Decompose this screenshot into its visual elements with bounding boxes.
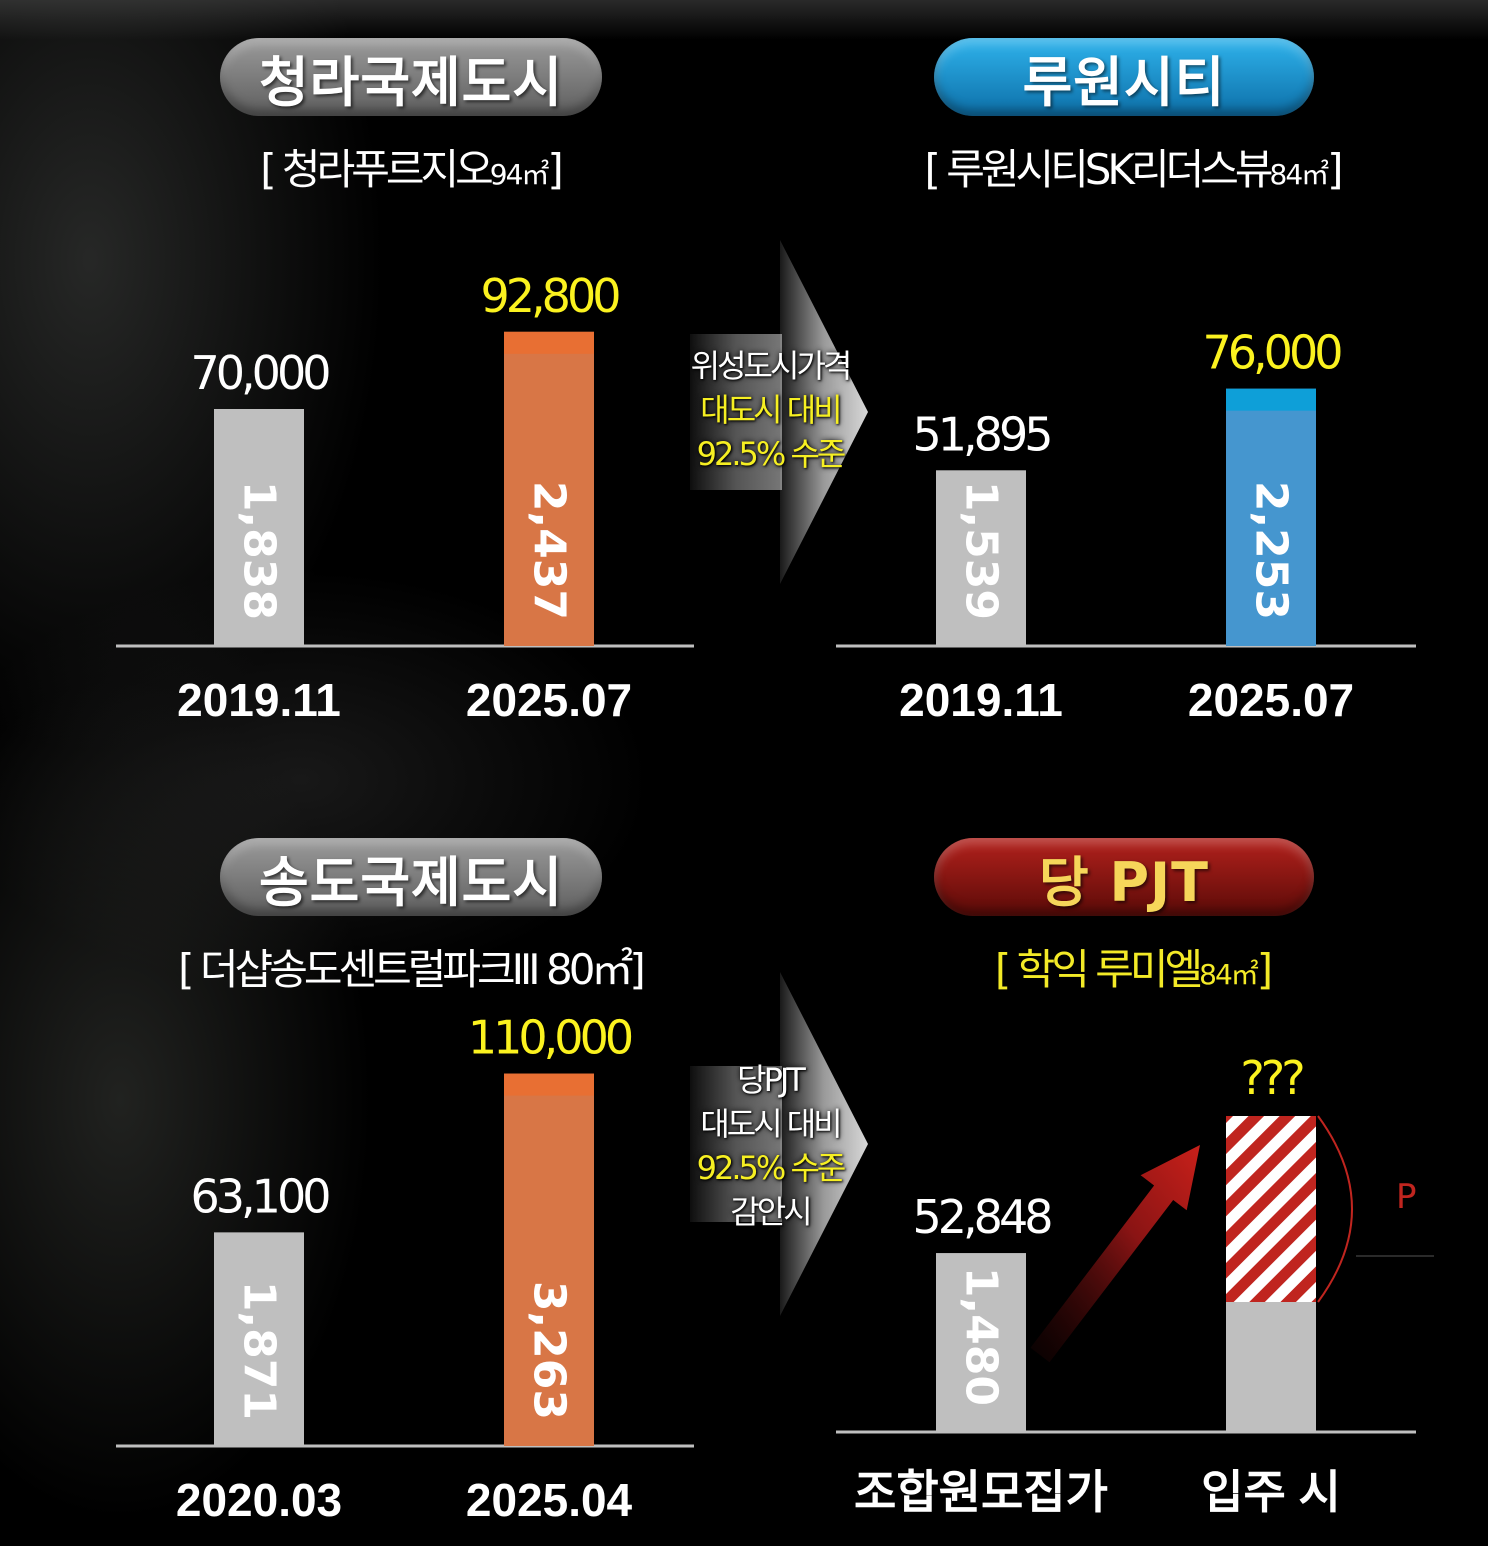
bar-inner-label: 1,539 — [956, 481, 1007, 620]
x-tick-label: 2025.07 — [466, 674, 632, 726]
panel-title-cheongna: 청라국제도시 — [220, 38, 602, 116]
x-tick-label: 2019.11 — [899, 674, 1063, 726]
panel-title-project: 당 PJT — [934, 838, 1314, 916]
bar-value-label: 52,848 — [913, 1190, 1052, 1244]
panel-subtitle-luwon: [ 루원시티SK리더스뷰84㎡] — [924, 145, 1343, 194]
bar — [1226, 388, 1316, 646]
bar-inner-label: 1,838 — [234, 481, 285, 620]
comparison-arrow — [780, 240, 868, 584]
comparison-note-line: 92.5% 수준 — [696, 1149, 847, 1187]
comparison-note-line: 당PJT — [737, 1061, 806, 1099]
bar-value-label: 110,000 — [468, 1011, 632, 1065]
comparison-note-line: 감안시 — [730, 1193, 812, 1231]
bar-cap — [1226, 388, 1316, 411]
premium-label: P — [1396, 1177, 1417, 1217]
comparison-note-line: 대도시 대비 — [700, 1105, 842, 1143]
bar — [504, 1073, 594, 1446]
bar-value-label: 63,100 — [191, 1169, 330, 1223]
bar — [504, 331, 594, 646]
comparison-note-line: 92.5% 수준 — [696, 435, 847, 473]
bar — [936, 470, 1026, 646]
x-tick-label: 2020.03 — [176, 1474, 342, 1526]
x-tick-label: 조합원모집가 — [854, 1466, 1108, 1518]
bar-inner-label: 2,253 — [1246, 481, 1297, 620]
panel-title-luwon: 루원시티 — [934, 38, 1314, 116]
comparison-arrow-shaft — [690, 334, 782, 490]
panel-subtitle-project: [ 학익 루미엘84㎡] — [994, 945, 1273, 994]
bar — [214, 1232, 304, 1446]
bar-premium-hatched — [1226, 1116, 1316, 1302]
comparison-note-line: 위성도시가격 — [690, 347, 853, 385]
premium-bracket — [1317, 1115, 1353, 1303]
bar-cap — [504, 331, 594, 354]
bar-value-label: 51,895 — [913, 407, 1051, 461]
bar-value-label: 92,800 — [481, 269, 620, 323]
rising-arrow — [1030, 1145, 1200, 1363]
bar-inner-label: 3,263 — [524, 1281, 575, 1420]
bar-inner-label: 1,871 — [234, 1281, 285, 1420]
bar-value-label: 70,000 — [191, 346, 330, 400]
comparison-arrow — [780, 972, 868, 1316]
comparison-arrow-shaft — [690, 1066, 782, 1222]
panel-subtitle-songdo: [ 더샵송도센트럴파크Ⅲ 80㎡] — [178, 945, 646, 994]
bar-cap — [504, 1073, 594, 1096]
bar-value-label: 76,000 — [1203, 326, 1342, 380]
bar — [214, 409, 304, 646]
comparison-note-line: 대도시 대비 — [700, 391, 842, 429]
bar-base — [1226, 1302, 1316, 1432]
bar — [936, 1253, 1026, 1432]
bar-inner-label: 2,437 — [524, 481, 575, 620]
bar-inner-label: 1,480 — [956, 1267, 1007, 1406]
x-tick-label: 2019.11 — [177, 674, 341, 726]
x-tick-label: 2025.04 — [466, 1474, 633, 1526]
x-tick-label: 2025.07 — [1188, 674, 1354, 726]
panel-title-songdo: 송도국제도시 — [220, 838, 602, 916]
bar-value-label: ??? — [1240, 1051, 1303, 1105]
panel-subtitle-cheongna: [ 청라푸르지오94㎡] — [260, 145, 564, 194]
x-tick-label: 입주 시 — [1201, 1466, 1341, 1518]
